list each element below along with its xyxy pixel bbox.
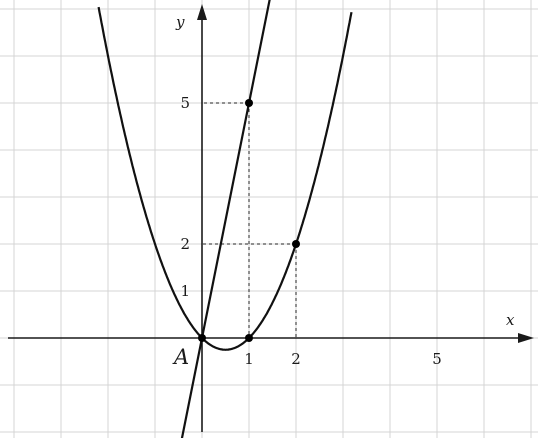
point-marker — [198, 334, 206, 342]
point-marker — [245, 99, 253, 107]
labels: x y A 1 2 5 1 2 5 — [172, 13, 515, 369]
x-axis-arrowhead — [518, 333, 534, 343]
point-marker — [292, 240, 300, 248]
straight-line — [180, 0, 271, 438]
y-tick-label: 5 — [180, 94, 190, 112]
axes — [8, 4, 534, 432]
points — [198, 99, 300, 342]
point-a-label: A — [172, 345, 189, 369]
y-axis-arrowhead — [197, 4, 207, 20]
y-tick-label: 1 — [180, 282, 190, 300]
curves — [97, 0, 353, 438]
y-tick-label: 2 — [180, 235, 190, 253]
x-tick-label: 5 — [432, 350, 442, 368]
x-axis-label: x — [506, 311, 515, 329]
y-axis-label: y — [175, 13, 185, 31]
parabola-curve — [97, 6, 353, 351]
x-tick-label: 1 — [244, 350, 254, 368]
guide-lines — [202, 102, 297, 338]
point-marker — [245, 334, 253, 342]
x-tick-label: 2 — [291, 350, 301, 368]
